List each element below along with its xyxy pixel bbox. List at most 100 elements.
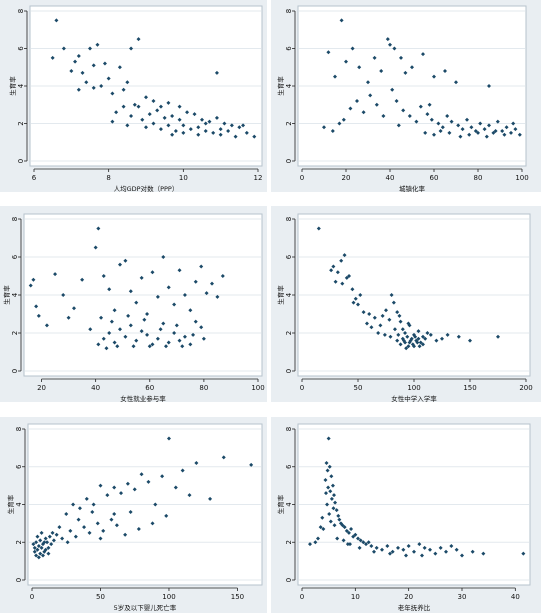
y-tick-label: 6	[285, 254, 293, 259]
data-point	[164, 344, 168, 349]
data-point	[170, 114, 175, 118]
data-point	[332, 493, 336, 498]
data-point	[64, 511, 69, 516]
x-tick-label: 40	[386, 174, 395, 182]
data-point	[369, 544, 374, 549]
data-point	[150, 342, 155, 347]
data-point	[418, 104, 423, 109]
data-point	[194, 460, 199, 465]
data-point	[136, 527, 141, 532]
data-point	[351, 300, 356, 305]
data-point	[34, 540, 39, 545]
data-point	[427, 102, 432, 107]
data-point	[193, 319, 198, 324]
data-point	[181, 130, 186, 135]
y-tick-label: 2	[285, 540, 293, 544]
data-point	[204, 291, 209, 296]
data-point	[155, 294, 160, 299]
y-tick-label: 0	[17, 159, 25, 163]
data-point	[218, 132, 223, 137]
data-point	[134, 338, 139, 343]
data-point	[145, 312, 150, 316]
y-tick-label: 2	[11, 331, 19, 335]
data-point	[107, 331, 112, 335]
x-tick-label: 20	[404, 593, 413, 601]
data-point	[185, 110, 190, 115]
x-tick-label: 100	[515, 174, 528, 182]
y-tick-label: 6	[15, 464, 23, 469]
data-point	[324, 491, 328, 496]
data-point	[425, 331, 430, 335]
data-point	[46, 545, 51, 550]
data-point	[211, 130, 216, 135]
data-point	[356, 302, 360, 307]
data-point	[112, 340, 117, 345]
data-point	[399, 55, 403, 60]
data-point	[396, 123, 401, 128]
data-point	[478, 121, 483, 126]
data-point	[45, 540, 50, 545]
data-point	[128, 510, 133, 515]
data-point	[160, 474, 165, 479]
data-point	[413, 334, 418, 339]
data-point	[504, 125, 509, 130]
data-point	[28, 283, 33, 288]
data-point	[351, 534, 356, 539]
data-point	[229, 123, 234, 128]
data-point	[325, 502, 330, 507]
data-point	[415, 340, 420, 345]
data-point	[145, 332, 150, 337]
data-point	[35, 534, 40, 539]
data-point	[369, 325, 374, 330]
y-tick-label: 0	[15, 578, 23, 582]
data-point	[53, 272, 58, 277]
data-point	[335, 536, 340, 541]
data-point	[172, 302, 177, 307]
data-point	[98, 536, 103, 541]
y-axis-label: 生育率	[6, 494, 15, 514]
data-point	[502, 132, 507, 137]
data-points	[322, 18, 522, 139]
data-point	[344, 275, 349, 280]
data-point	[207, 119, 212, 124]
x-axis-label: 5岁及以下婴儿死亡率	[114, 603, 177, 612]
data-point	[400, 327, 405, 332]
data-point	[200, 117, 204, 122]
data-point	[324, 460, 329, 465]
data-point	[398, 319, 403, 324]
data-point	[443, 69, 447, 73]
data-point	[32, 549, 37, 554]
data-point	[123, 334, 128, 339]
data-point	[139, 275, 144, 280]
y-tick-label: 0	[285, 369, 293, 373]
data-point	[34, 553, 39, 558]
data-point	[447, 130, 452, 135]
data-point	[112, 485, 117, 490]
data-point	[215, 294, 220, 299]
data-point	[382, 332, 387, 337]
data-point	[61, 293, 66, 297]
data-point	[395, 338, 400, 343]
data-point	[509, 130, 513, 135]
data-point	[153, 502, 158, 507]
x-axis-label: 女性中学入学率	[391, 394, 437, 403]
data-point	[367, 312, 372, 316]
data-point	[118, 327, 122, 332]
data-point	[403, 331, 408, 335]
data-point	[511, 121, 516, 126]
data-point	[84, 80, 89, 85]
data-point	[372, 55, 377, 60]
data-point	[201, 336, 206, 341]
data-point	[422, 545, 427, 550]
data-point	[91, 502, 96, 507]
data-point	[166, 436, 171, 441]
data-point	[380, 313, 385, 318]
data-point	[521, 551, 526, 556]
data-point	[358, 293, 363, 297]
data-point	[161, 255, 166, 259]
x-tick-label: 100	[407, 384, 420, 392]
data-point	[125, 123, 130, 128]
x-tick-label: 60	[145, 384, 154, 392]
data-point	[401, 547, 406, 552]
data-point	[35, 547, 40, 552]
